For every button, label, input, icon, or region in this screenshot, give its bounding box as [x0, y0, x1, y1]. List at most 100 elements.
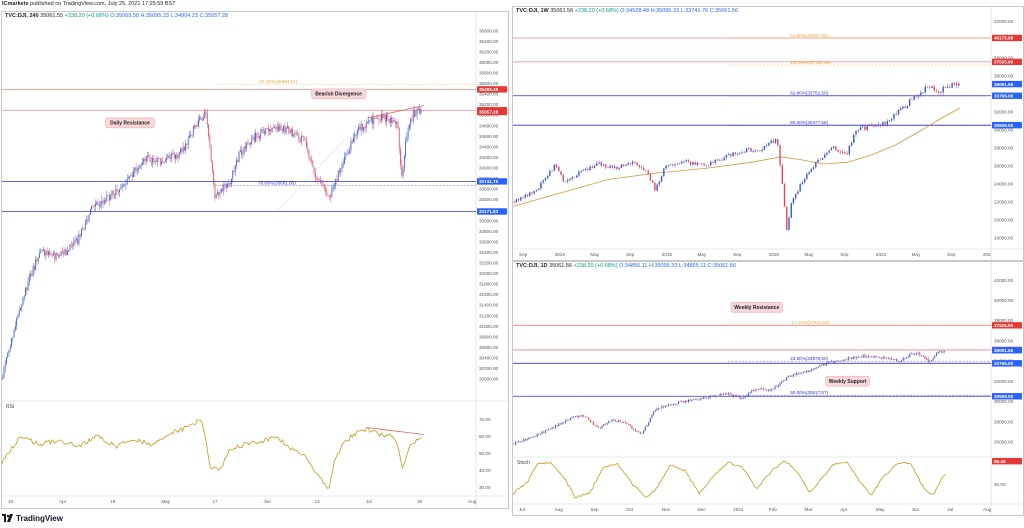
y-tick-label: 22000.00	[994, 200, 1014, 205]
annotation-text: Bearish Divergence	[315, 92, 362, 98]
candle-body	[84, 220, 86, 229]
candle-body	[846, 359, 848, 361]
candle-body	[198, 119, 199, 127]
candle-body	[707, 397, 710, 399]
y-tick-label: 32400.00	[479, 250, 499, 255]
candle-body	[286, 126, 288, 128]
candle-body	[817, 159, 819, 163]
y-tick-label: 42000.00	[994, 278, 1014, 283]
candle-body	[742, 398, 744, 399]
candle-body	[933, 86, 935, 91]
price-axis-box-label: 30508.00	[994, 123, 1014, 128]
price-axis-box-label: 35057.28	[479, 110, 499, 115]
chart-weekly-svg[interactable]: 18000.00 20000.00 22000.00 24000.00 26000.00…	[513, 7, 1023, 260]
candle-body	[716, 159, 719, 161]
candle-body	[851, 357, 853, 359]
candle-body	[397, 121, 399, 128]
candle-body	[757, 150, 759, 152]
tradingview-footer[interactable]: TradingView	[2, 514, 63, 523]
price-axis-box-label: 33766.00	[994, 93, 1014, 98]
x-tick-label: Oct	[626, 507, 634, 512]
candle-body	[387, 114, 389, 119]
x-tick-label: 15	[8, 499, 14, 504]
candle-body	[405, 141, 406, 156]
candle-body	[781, 381, 783, 384]
candle-body	[741, 398, 743, 399]
chart-panel-4h[interactable]: TVC:DJI, 240 35061.55 +238.20 (+0.68%) O…	[1, 11, 509, 509]
candle-body	[391, 117, 393, 123]
indicator-tick-label: 50.00	[479, 451, 491, 456]
candle-body	[643, 430, 645, 434]
candle-body	[643, 167, 645, 171]
symbol-label: TVC:DJI, 240	[5, 13, 39, 19]
candle-body	[75, 239, 77, 240]
candle-body	[772, 140, 775, 143]
y-tick-label: 32000.00	[994, 109, 1014, 114]
x-tick-label: 2020	[769, 252, 780, 257]
candle-body	[927, 358, 929, 362]
candle-body	[237, 160, 239, 163]
candle-body	[378, 118, 380, 120]
y-tick-label: 26000.00	[994, 440, 1014, 445]
candle-body	[844, 359, 846, 361]
candle-body	[924, 86, 926, 93]
candle-body	[837, 150, 839, 152]
candle-body	[285, 127, 287, 133]
candle-body	[876, 356, 878, 358]
candle-body	[599, 427, 601, 429]
candle-body	[218, 192, 220, 195]
x-tick-label: Sep	[519, 252, 528, 257]
candle-body	[636, 162, 638, 166]
candle-body	[699, 398, 701, 400]
candle-body	[922, 356, 924, 357]
rsi-line	[2, 419, 422, 490]
indicator-tick-label: 40.00	[479, 468, 491, 473]
candle-body	[170, 157, 171, 159]
y-tick-label: 35600.00	[479, 81, 499, 86]
candle-body	[828, 150, 830, 153]
candle-body	[234, 165, 236, 172]
candle-body	[812, 369, 814, 370]
annotation-callout	[105, 117, 155, 129]
x-tick-label: Sep	[947, 252, 956, 257]
candle-body	[894, 359, 896, 360]
candle-body	[223, 184, 225, 191]
candle-body	[354, 134, 356, 138]
candle-body	[790, 203, 792, 218]
candle-body	[346, 153, 348, 154]
candle-body	[804, 371, 806, 373]
candle-body	[533, 191, 535, 194]
tradingview-logo-icon	[2, 514, 13, 522]
candle-body	[270, 129, 272, 132]
candle-body	[222, 188, 223, 191]
candle-body	[72, 244, 73, 246]
candle-body	[886, 121, 888, 125]
chart-4h-svg[interactable]: 30000.00 30200.00 30400.00 30600.00 30800.00…	[2, 12, 508, 508]
chart-daily-svg[interactable]: 26000.0028000.0030000.0032000.0034000.00…	[513, 262, 1023, 515]
candle-body	[640, 167, 643, 168]
candle-body	[834, 361, 836, 364]
candle-body	[839, 151, 842, 153]
candle-body	[920, 92, 922, 96]
candle-body	[829, 361, 831, 363]
candle-body	[587, 168, 589, 171]
candle-body	[784, 380, 786, 381]
candle-body	[884, 122, 886, 125]
candle-body	[656, 184, 658, 191]
symbol-label: TVC:DJI, 1D	[516, 263, 548, 269]
chart-panel-weekly[interactable]: TVC:DJI, 1W 35061.56 +238.20 (+0.68%) O:…	[512, 6, 1024, 261]
candle-body	[779, 383, 781, 386]
candle-body	[791, 376, 793, 377]
candle-body	[339, 170, 340, 173]
candle-body	[827, 361, 829, 363]
candle-body	[177, 154, 179, 159]
candle-body	[902, 357, 904, 361]
candle-body	[138, 168, 140, 170]
y-tick-label: 35400.00	[479, 92, 499, 97]
x-tick-label: May	[590, 252, 599, 257]
y-tick-label: 32000.00	[994, 379, 1014, 384]
candle-body	[519, 441, 522, 443]
candle-body	[21, 304, 23, 308]
chart-panel-daily[interactable]: TVC:DJI, 1D 35061.56 +238.20 (+0.68%) O:…	[512, 261, 1024, 516]
candle-body	[96, 202, 98, 204]
